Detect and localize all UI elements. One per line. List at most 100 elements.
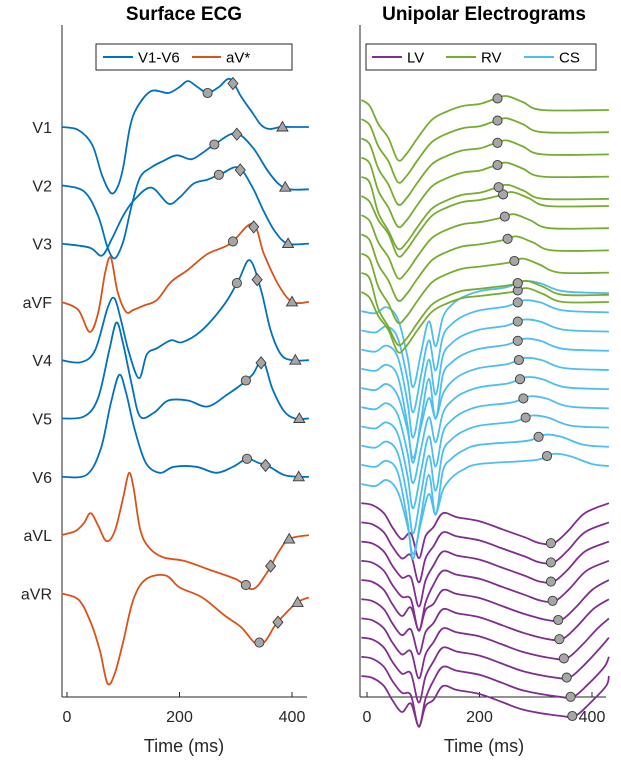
x-tick-label: 0 — [63, 709, 72, 726]
surface-ecg-x-ticks: 0 200 400 — [63, 692, 306, 726]
egm-trace — [360, 271, 609, 347]
activation-marker-circle — [545, 557, 556, 568]
lead-label: aVR — [21, 586, 52, 603]
activation-marker-circle — [547, 595, 558, 606]
egm-trace — [360, 213, 609, 280]
peak-marker-diamond — [255, 356, 267, 370]
peak-marker-diamond — [234, 163, 246, 177]
activation-marker-circle — [498, 189, 509, 200]
x-tick-label: 200 — [166, 709, 193, 726]
peak-marker-diamond — [251, 272, 263, 287]
activation-marker-circle — [513, 354, 524, 366]
egm-trace — [361, 598, 610, 656]
unipolar-egm-panel: Unipolar Electrograms 0 200 400 Time (ms) … — [359, 4, 610, 756]
activation-marker-circle — [512, 335, 523, 346]
activation-marker-circle — [553, 614, 564, 626]
activation-marker-circle — [240, 580, 251, 591]
end-marker-triangle — [278, 180, 292, 192]
egm-trace — [361, 299, 609, 414]
egm-trace — [360, 252, 609, 325]
lead-label: aVL — [24, 528, 53, 545]
activation-marker-circle — [492, 137, 503, 148]
egm-trace — [361, 280, 609, 389]
activation-marker-circle — [514, 374, 526, 385]
end-marker-triangle — [276, 120, 289, 132]
activation-marker-circle — [492, 115, 503, 126]
egm-trace — [360, 287, 609, 354]
egm-trace — [360, 156, 609, 229]
surface-ecg-legend: V1-V6 aV* — [95, 43, 293, 71]
lead-label: V2 — [32, 178, 52, 195]
peak-marker-diamond — [265, 559, 277, 573]
peak-marker-diamond — [227, 76, 239, 91]
egm-trace — [360, 95, 609, 162]
surface-ecg-title: Surface ECG — [126, 4, 242, 25]
surface-ecg-x-label: Time (ms) — [144, 736, 224, 756]
activation-marker-circle — [254, 637, 265, 648]
egm-trace — [361, 376, 609, 485]
lead-labels: V1 V2 V3 aVF V4 V5 V6 aVL aVR — [21, 120, 52, 603]
activation-marker-circle — [213, 169, 224, 180]
end-marker-triangle — [285, 295, 299, 307]
activation-marker-circle — [202, 87, 213, 99]
activation-marker-circle — [227, 236, 238, 247]
peak-marker-diamond — [231, 127, 243, 141]
unipolar-egm-title: Unipolar Electrograms — [382, 4, 586, 25]
end-marker-triangle — [292, 470, 306, 482]
activation-marker-circle — [499, 211, 510, 222]
ecg-trace — [61, 166, 309, 257]
x-tick-label: 400 — [579, 709, 606, 726]
legend-box — [365, 43, 597, 71]
activation-marker-circle — [240, 375, 251, 386]
activation-marker-circle — [492, 159, 503, 171]
lead-label: V6 — [32, 470, 52, 487]
egm-trace — [361, 414, 609, 535]
activation-marker-circle — [512, 297, 523, 308]
activation-marker-circle — [502, 233, 513, 244]
egm-trace — [360, 175, 609, 251]
egm-trace — [361, 559, 610, 632]
activation-marker-circle — [533, 431, 544, 442]
peak-marker-diamond — [259, 458, 272, 473]
lead-label: V3 — [32, 237, 52, 254]
activation-marker-circle — [518, 393, 529, 404]
legend-label-lv: LV — [407, 50, 424, 67]
activation-marker-circle — [512, 278, 523, 289]
egm-trace — [360, 137, 609, 206]
unipolar-egm-traces — [360, 93, 610, 728]
legend-label-rv: RV — [481, 50, 502, 67]
legend-label-cs: CS — [559, 50, 580, 67]
lead-label: V4 — [32, 353, 52, 370]
activation-marker-circle — [209, 139, 220, 150]
egm-trace — [361, 502, 610, 560]
egm-trace — [361, 540, 610, 608]
egm-trace — [361, 452, 609, 555]
surface-ecg-traces — [61, 76, 310, 686]
egm-trace — [360, 233, 609, 302]
lead-label: V5 — [32, 412, 52, 429]
activation-marker-circle — [565, 691, 576, 702]
activation-marker-circle — [493, 182, 504, 193]
end-marker-triangle — [293, 412, 306, 423]
unipolar-egm-legend: LV RV CS — [365, 43, 597, 71]
egm-trace — [361, 356, 609, 459]
x-tick-label: 400 — [279, 709, 306, 726]
activation-marker-circle — [541, 450, 553, 462]
activation-marker-circle — [231, 278, 242, 289]
activation-marker-circle — [492, 93, 503, 104]
egm-trace — [360, 117, 609, 184]
legend-label-av: aV* — [226, 50, 250, 67]
end-marker-triangle — [291, 596, 304, 607]
activation-marker-circle — [554, 634, 565, 645]
ecg-trace — [61, 132, 309, 260]
ecg-trace — [61, 222, 309, 333]
unipolar-egm-x-ticks: 0 200 400 — [363, 692, 606, 726]
activation-marker-circle — [561, 672, 572, 683]
activation-marker-circle — [509, 255, 520, 267]
legend-label-v1-v6: V1-V6 — [138, 50, 180, 67]
lead-label: aVF — [23, 295, 53, 312]
peak-marker-diamond — [272, 615, 284, 629]
unipolar-egm-x-label: Time (ms) — [444, 736, 524, 756]
activation-marker-circle — [545, 576, 556, 587]
activation-marker-circle — [512, 316, 523, 327]
